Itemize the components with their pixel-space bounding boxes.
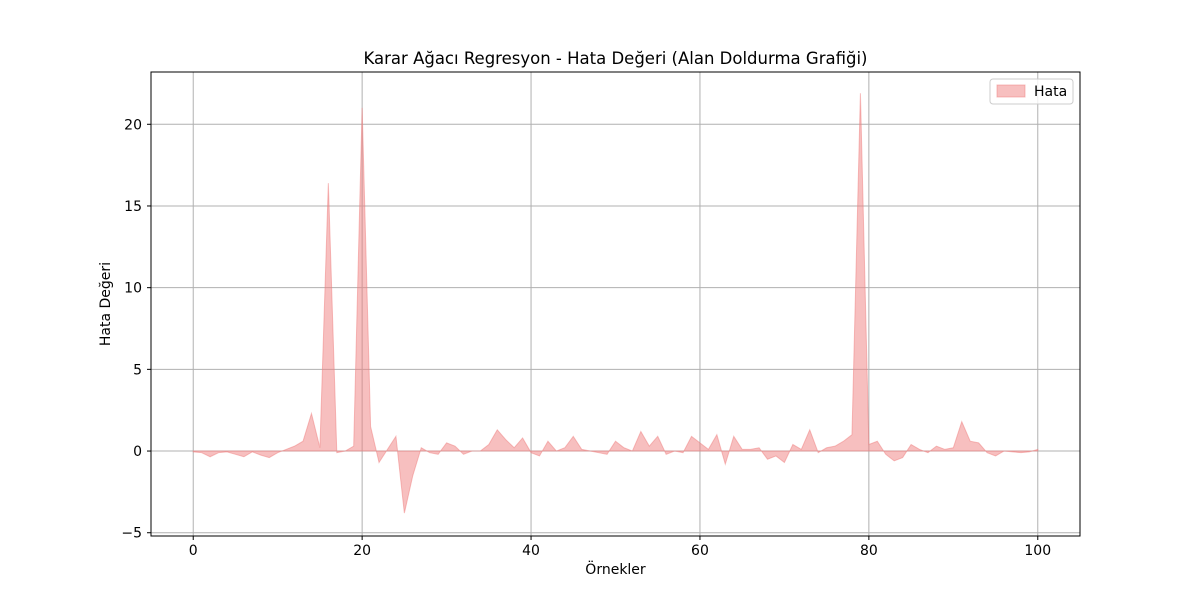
legend-swatch <box>996 84 1026 98</box>
x-tick-label: 100 <box>1024 543 1051 559</box>
y-tick-label: 20 <box>124 117 142 133</box>
x-axis-label: Örnekler <box>585 560 646 578</box>
data-layer <box>192 93 1039 514</box>
y-tick-label: −5 <box>121 526 142 542</box>
x-tick-label: 40 <box>522 543 540 559</box>
y-tick-label: 15 <box>124 199 142 215</box>
legend-label: Hata <box>1034 84 1067 100</box>
y-axis-label: Hata Değeri <box>98 262 114 346</box>
x-tick-label: 20 <box>353 543 371 559</box>
y-tick-label: 10 <box>124 281 142 297</box>
chart-title: Karar Ağacı Regresyon - Hata Değeri (Ala… <box>364 49 868 68</box>
legend: Hata <box>989 78 1074 105</box>
x-tick-label: 0 <box>189 543 198 559</box>
x-tick-label: 80 <box>860 543 878 559</box>
x-tick-label: 60 <box>691 543 709 559</box>
tick-layer: 0 20 40 60 80 100 −5 0 5 10 15 20 <box>121 117 1051 559</box>
y-tick-label: 0 <box>133 444 142 460</box>
plot-frame <box>150 71 1081 537</box>
area-series-hata <box>192 93 1039 514</box>
y-tick-label: 5 <box>133 362 142 378</box>
